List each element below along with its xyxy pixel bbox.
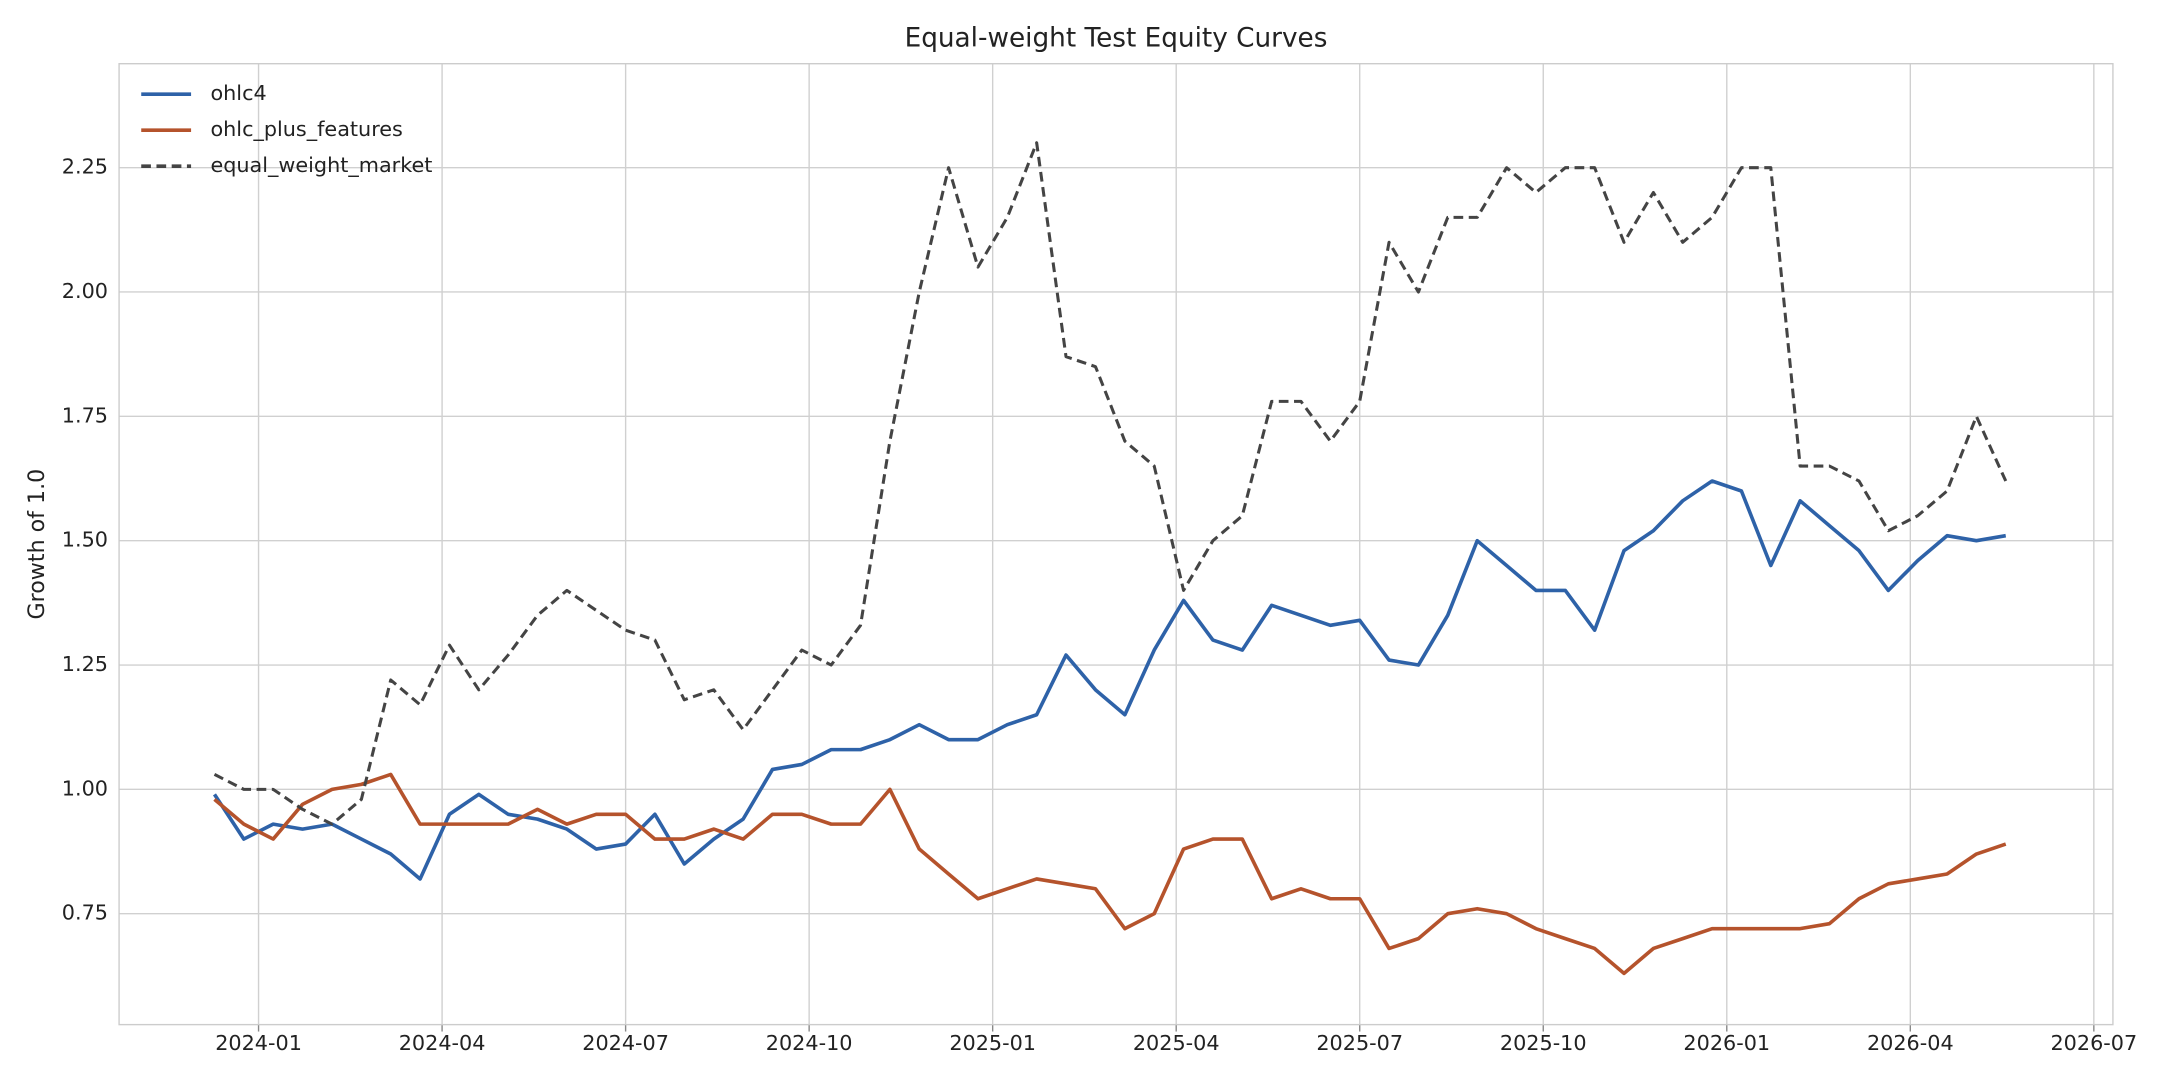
legend-label: ohlc_plus_features bbox=[210, 117, 402, 142]
series-line bbox=[213, 772, 2007, 976]
x-tick-label: 2026-04 bbox=[1867, 1031, 1954, 1055]
y-tick-label: 0.75 bbox=[62, 901, 108, 925]
y-tick-label: 2.25 bbox=[62, 155, 108, 179]
x-tick-label: 2025-07 bbox=[1316, 1031, 1403, 1055]
chart-title: Equal-weight Test Equity Curves bbox=[905, 23, 1328, 53]
legend-label: equal_weight_market bbox=[210, 153, 432, 178]
x-tick-label: 2025-04 bbox=[1133, 1031, 1220, 1055]
y-tick-label: 1.75 bbox=[62, 403, 108, 427]
x-tick-label: 2025-01 bbox=[949, 1031, 1036, 1055]
x-tick-label: 2026-07 bbox=[2050, 1031, 2137, 1055]
x-tick-label: 2025-10 bbox=[1500, 1031, 1587, 1055]
y-tick-label: 2.00 bbox=[62, 279, 108, 303]
x-tick-label: 2024-10 bbox=[766, 1031, 853, 1055]
y-tick-label: 1.50 bbox=[62, 528, 108, 552]
y-axis-label: Growth of 1.0 bbox=[24, 469, 50, 620]
x-tick-label: 2024-01 bbox=[215, 1031, 302, 1055]
x-tick-label: 2026-01 bbox=[1683, 1031, 1770, 1055]
grid: 0.75 1.00 1.25 1.50 1.75 2.00 2.25 2024-01 2024-… bbox=[62, 63, 2137, 1055]
series-line bbox=[212, 479, 2007, 881]
axes-frame bbox=[118, 63, 2114, 1026]
series-line bbox=[213, 141, 2008, 826]
y-tick-label: 1.00 bbox=[62, 776, 108, 800]
plot-area bbox=[212, 141, 2008, 976]
x-tick-label: 2024-07 bbox=[582, 1031, 669, 1055]
y-tick-label: 1.25 bbox=[62, 652, 108, 676]
legend: ohlc4 ohlc_plus_features equal_weight_mark… bbox=[141, 81, 432, 178]
legend-label: ohlc4 bbox=[210, 81, 266, 105]
x-tick-label: 2024-04 bbox=[399, 1031, 486, 1055]
